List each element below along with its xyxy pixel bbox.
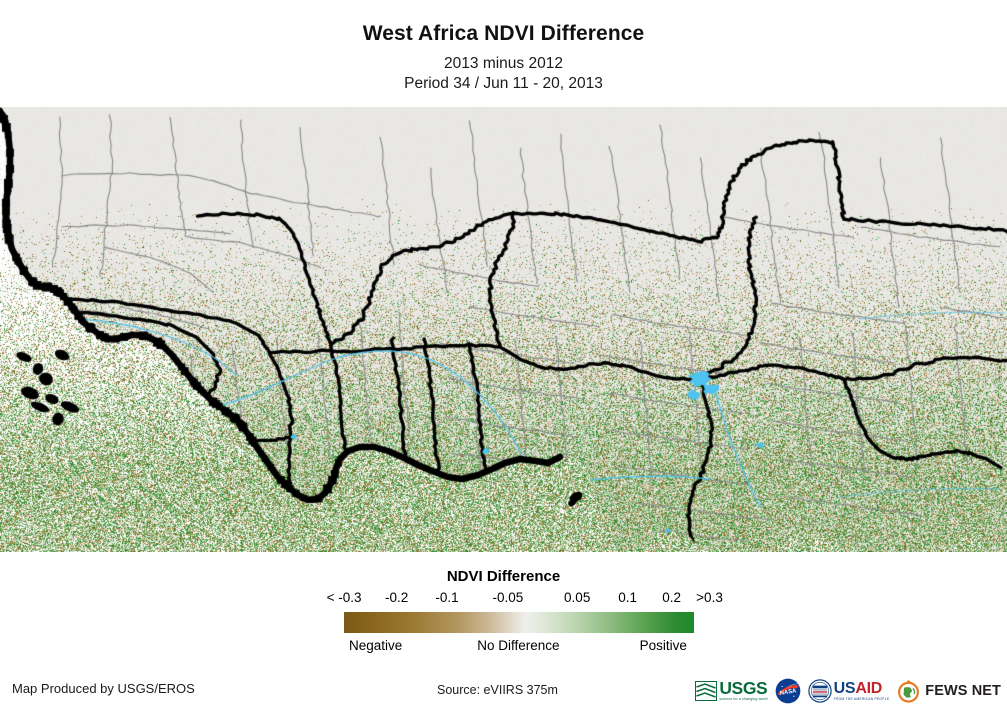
legend-tick-0: < -0.3 <box>326 590 362 605</box>
subtitle-comparison: 2013 minus 2012 <box>444 55 563 73</box>
usaid-wordmark: USAID <box>833 679 890 697</box>
legend-tick-2: -0.1 <box>435 590 459 605</box>
map-legend: NDVI Difference < -0.3 -0.2 -0.1 -0.05 0.05 0… <box>0 552 1007 667</box>
legend-tick-labels: < -0.3 -0.2 -0.1 -0.05 0.05 0.1 0.2 >0.3 <box>300 590 723 608</box>
legend-tick-7: >0.3 <box>696 590 723 605</box>
legend-tick-5: 0.1 <box>618 590 637 605</box>
agency-logo-bar: USGS science for a changing world NASA <box>695 673 1001 709</box>
usaid-word-aid: AID <box>855 679 882 697</box>
fews-net-wordmark: FEWS NET <box>925 683 1001 699</box>
legend-color-ramp <box>344 612 694 633</box>
map-footer: Map Produced by USGS/EROS Source: eVIIRS… <box>0 667 1007 715</box>
page-title: West Africa NDVI Difference <box>362 22 645 45</box>
usaid-word-us: US <box>833 679 856 697</box>
usgs-logo: USGS science for a changing world <box>695 675 768 707</box>
map-panel <box>0 107 1007 552</box>
usaid-tagline: FROM THE AMERICAN PEOPLE <box>833 696 890 701</box>
legend-tick-1: -0.2 <box>384 590 409 605</box>
usgs-wave-icon <box>695 681 718 701</box>
legend-sublabel-0: Negative <box>348 638 403 653</box>
legend-category-labels: Negative No Difference Positive <box>300 638 720 656</box>
nasa-meatball-icon: NASA <box>775 678 801 704</box>
legend-tick-4: 0.05 <box>564 590 591 605</box>
usgs-tagline: science for a changing world <box>719 697 768 702</box>
producer-credit: Map Produced by USGS/EROS <box>12 681 195 696</box>
svg-text:NASA: NASA <box>779 688 797 697</box>
legend-tick-6: 0.2 <box>662 590 682 605</box>
data-source-label: Source: eVIIRS 375m <box>437 683 558 697</box>
nasa-logo: NASA <box>775 675 801 707</box>
fews-globe-icon <box>898 679 920 703</box>
legend-title: NDVI Difference <box>446 568 561 585</box>
usaid-logo: USAID FROM THE AMERICAN PEOPLE <box>807 675 890 707</box>
legend-sublabel-1: No Difference <box>477 638 560 653</box>
usaid-seal-icon <box>807 679 832 703</box>
usgs-wordmark: USGS <box>719 677 768 698</box>
fews-net-logo: FEWS NET <box>896 675 1001 707</box>
legend-sublabel-2: Positive <box>639 638 687 653</box>
ndvi-difference-map <box>0 107 1007 552</box>
subtitle-period: Period 34 / Jun 11 - 20, 2013 <box>404 74 603 92</box>
legend-tick-3: -0.05 <box>492 590 524 605</box>
map-header: West Africa NDVI Difference 2013 minus 2… <box>0 0 1007 107</box>
